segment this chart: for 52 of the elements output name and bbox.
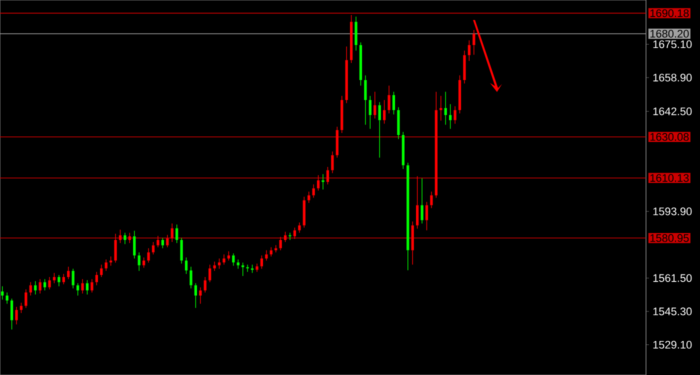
ref-line-label: 1680.20 — [650, 30, 689, 38]
y-tick-label: 1545.30 — [653, 308, 692, 316]
candlestick — [222, 254, 226, 265]
candlestick — [147, 248, 150, 263]
y-tick-label: 1642.50 — [653, 107, 692, 116]
candlestick — [81, 279, 84, 294]
candlestick — [24, 289, 28, 308]
candlestick — [463, 50, 466, 84]
candlestick — [312, 184, 315, 198]
candlestick — [58, 274, 60, 286]
y-tick-label: 1529.10 — [653, 340, 692, 349]
candlestick — [454, 106, 456, 124]
y-tick-label: 1561.50 — [653, 274, 692, 282]
candlestick — [114, 234, 117, 263]
candlestick — [288, 232, 292, 240]
candlestick — [411, 221, 414, 265]
candlestick — [190, 266, 192, 288]
candlestick — [298, 222, 301, 233]
candlestick — [279, 236, 282, 250]
candlestick — [256, 264, 258, 272]
candlestick — [124, 232, 126, 244]
candlestick — [6, 292, 8, 304]
candlestick — [354, 16, 358, 51]
candlestick — [90, 279, 94, 292]
candlestick — [38, 279, 42, 294]
candlestick — [48, 277, 51, 290]
candlestick — [72, 268, 74, 288]
candlestick — [430, 192, 433, 208]
candlestick — [15, 306, 18, 324]
candlestick — [331, 151, 334, 174]
ref-line-label: 1630.08 — [650, 133, 689, 141]
candlestick — [246, 264, 249, 272]
candlestick — [420, 178, 424, 224]
candlestick — [322, 174, 324, 190]
candlestick — [364, 75, 367, 125]
ref-line-label: 1580.95 — [650, 234, 689, 242]
candlestick — [213, 262, 216, 271]
candlestick — [180, 238, 183, 264]
candlestick — [397, 107, 400, 140]
y-tick-label: 1675.10 — [653, 40, 692, 48]
candlestick — [232, 253, 235, 266]
candlestick — [104, 260, 108, 271]
candlestick — [156, 236, 160, 248]
candlestick — [265, 250, 268, 261]
candlestick — [199, 287, 202, 304]
candlestick — [388, 86, 390, 114]
ref-line-label: 1690.18 — [650, 9, 689, 18]
y-tick-label: 1593.90 — [653, 208, 692, 216]
y-tick-label: 1658.90 — [653, 74, 692, 82]
candlestick — [345, 46, 348, 104]
ref-line-label: 1610.13 — [650, 174, 689, 182]
candlestick — [378, 102, 381, 158]
